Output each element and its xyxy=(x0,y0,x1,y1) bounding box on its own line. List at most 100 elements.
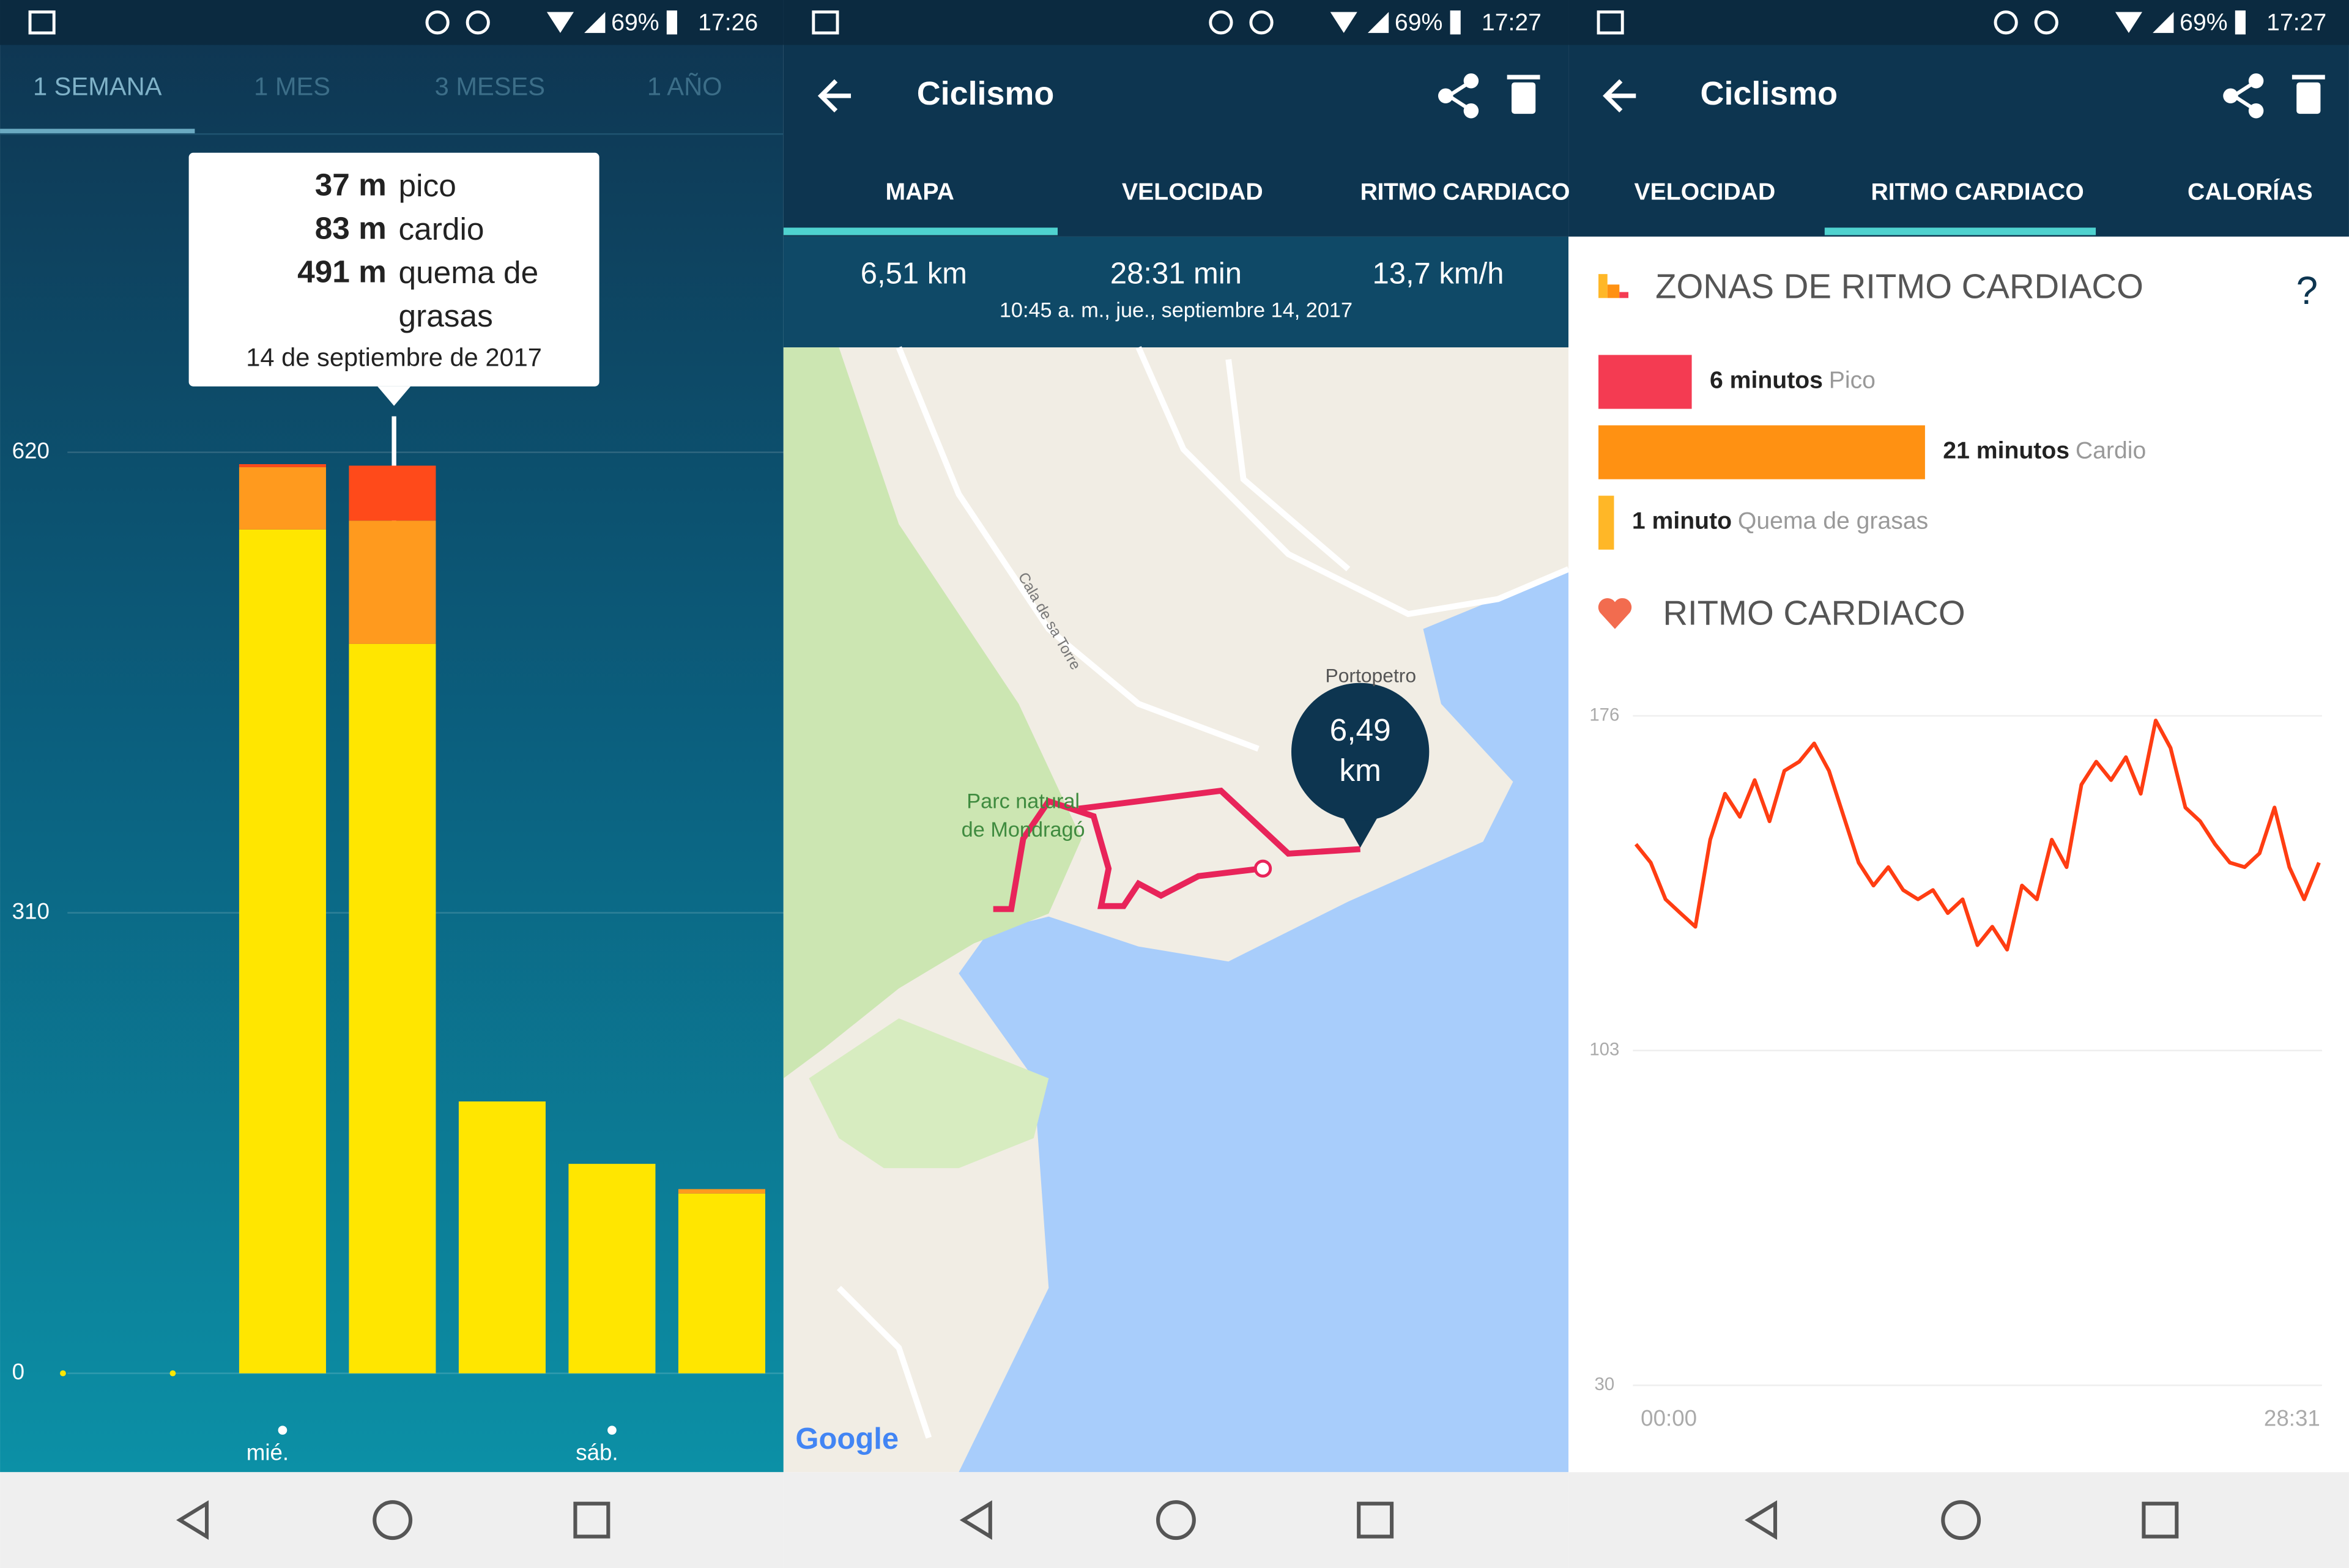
status-bar xyxy=(0,0,784,45)
nav-back[interactable] xyxy=(176,1500,209,1540)
screen-title: Ciclismo xyxy=(917,75,1054,112)
status-icon xyxy=(1994,10,2018,35)
tooltip-value: 37 m xyxy=(315,167,387,202)
y-tick-label: 176 xyxy=(1589,704,1619,725)
day-dot xyxy=(607,1426,617,1435)
nav-recents[interactable] xyxy=(1357,1501,1394,1539)
roads xyxy=(836,346,1570,1439)
nav-recents[interactable] xyxy=(573,1501,610,1539)
map-label: Portopetro xyxy=(1325,664,1416,686)
tooltip-name-box: cardio xyxy=(398,212,484,248)
zone-value: 21 minutos xyxy=(1943,438,2069,464)
section-title: RITMO CARDIACO xyxy=(1663,593,1965,632)
bar-segment[interactable] xyxy=(568,1164,656,1374)
zone-value: 1 minuto xyxy=(1632,508,1732,534)
x-tick-label: sáb. xyxy=(576,1440,618,1465)
heart-icon xyxy=(1598,598,1632,629)
zone-bar[interactable] xyxy=(1598,425,1925,479)
distance-bubble[interactable] xyxy=(1291,682,1430,821)
tab-indicator[interactable] xyxy=(783,227,1058,235)
delete-button[interactable] xyxy=(2296,82,2321,114)
wifi-icon xyxy=(1330,12,1357,33)
day-dot xyxy=(278,1426,288,1435)
panel-background xyxy=(1568,236,2349,1473)
range-tab[interactable]: 1 AÑO xyxy=(647,72,722,100)
status-icon xyxy=(2034,10,2058,35)
tooltip-value: 83 m xyxy=(315,210,387,246)
bubble-unit: km xyxy=(1339,752,1381,788)
y-tick-label: 30 xyxy=(1594,1374,1614,1394)
tooltip-name: pico xyxy=(398,169,456,204)
status-icon xyxy=(28,10,56,35)
back-button[interactable] xyxy=(1603,79,1636,113)
battery-level: 69% xyxy=(2180,10,2227,36)
nav-home[interactable] xyxy=(373,1500,413,1540)
range-tab[interactable]: 3 MESES xyxy=(435,72,545,100)
status-bar xyxy=(783,0,1569,45)
range-tab[interactable]: 1 SEMANA xyxy=(33,72,162,100)
tab[interactable]: RITMO CARDIACO xyxy=(1360,179,1570,205)
delete-lid xyxy=(1507,75,1540,80)
tab[interactable]: RITMO CARDIACO xyxy=(1871,179,2084,205)
status-icon xyxy=(1597,10,1624,35)
tooltip-name: cardio xyxy=(398,212,484,248)
bar-segment[interactable] xyxy=(678,1189,765,1194)
bar-segment[interactable] xyxy=(239,467,326,530)
nav-home[interactable] xyxy=(1156,1500,1196,1540)
battery-icon xyxy=(1450,10,1461,35)
route-end xyxy=(1253,859,1272,878)
tooltip xyxy=(188,152,599,386)
bar-segment[interactable] xyxy=(349,520,436,644)
nav-recents[interactable] xyxy=(2142,1501,2179,1539)
nav-back[interactable] xyxy=(959,1500,992,1540)
tab[interactable]: MAPA xyxy=(885,179,954,205)
status-icon xyxy=(1209,10,1233,35)
bar-segment[interactable] xyxy=(239,529,326,1374)
nav-bar xyxy=(783,1472,1569,1568)
bar-segment[interactable] xyxy=(239,464,326,467)
tab-indicator xyxy=(0,128,195,133)
heart-rate-line xyxy=(1634,719,2321,952)
clock: 17:27 xyxy=(1482,10,1542,36)
clock: 17:27 xyxy=(2266,10,2326,36)
zone-bar[interactable] xyxy=(1598,495,1614,550)
y-tick-label: 0 xyxy=(12,1359,24,1384)
section-title: ZONAS DE RITMO CARDIACO xyxy=(1655,267,2143,306)
divider xyxy=(0,133,784,135)
zone-label: 21 minutos Cardio xyxy=(1943,438,2146,464)
y-tick-label: 620 xyxy=(12,438,50,463)
nav-back[interactable] xyxy=(1745,1500,1778,1540)
nav-home[interactable] xyxy=(1941,1500,1981,1540)
battery-level: 69% xyxy=(611,10,659,36)
stats-band xyxy=(783,236,1569,348)
share-node xyxy=(2248,103,2264,119)
tooltip-pointer xyxy=(377,386,411,406)
bar-segment[interactable] xyxy=(458,1101,546,1374)
signal-icon xyxy=(2153,12,2174,33)
range-tab[interactable]: 1 MES xyxy=(254,72,330,100)
route xyxy=(993,787,1360,912)
bar-segment[interactable] xyxy=(349,465,436,521)
x-tick-label: mié. xyxy=(247,1440,289,1465)
screen-title: Ciclismo xyxy=(1701,75,1838,112)
map-label: de Mondragó xyxy=(962,818,1085,841)
bubble-pointer xyxy=(1342,816,1379,848)
park xyxy=(809,1018,1049,1169)
battery-icon xyxy=(666,10,677,35)
status-bar xyxy=(1568,0,2349,45)
tab-indicator[interactable] xyxy=(1824,227,2096,235)
bar-segment[interactable] xyxy=(349,643,436,1374)
delete-button[interactable] xyxy=(1512,82,1536,114)
tab[interactable]: VELOCIDAD xyxy=(1635,179,1776,205)
back-button[interactable] xyxy=(817,79,852,113)
nav-bar xyxy=(1568,1472,2349,1568)
tab[interactable]: CALORÍAS xyxy=(2188,178,2313,205)
wifi-icon xyxy=(546,12,574,33)
tab[interactable]: VELOCIDAD xyxy=(1122,179,1263,205)
activity-date: 10:45 a. m., jue., septiembre 14, 2017 xyxy=(1000,298,1353,322)
help-button[interactable]: ? xyxy=(2296,269,2318,312)
stat: 6,51 km xyxy=(861,257,967,290)
bar-segment[interactable] xyxy=(678,1193,765,1374)
zone-bar[interactable] xyxy=(1598,355,1692,409)
zone-name: Cardio xyxy=(2076,438,2146,464)
